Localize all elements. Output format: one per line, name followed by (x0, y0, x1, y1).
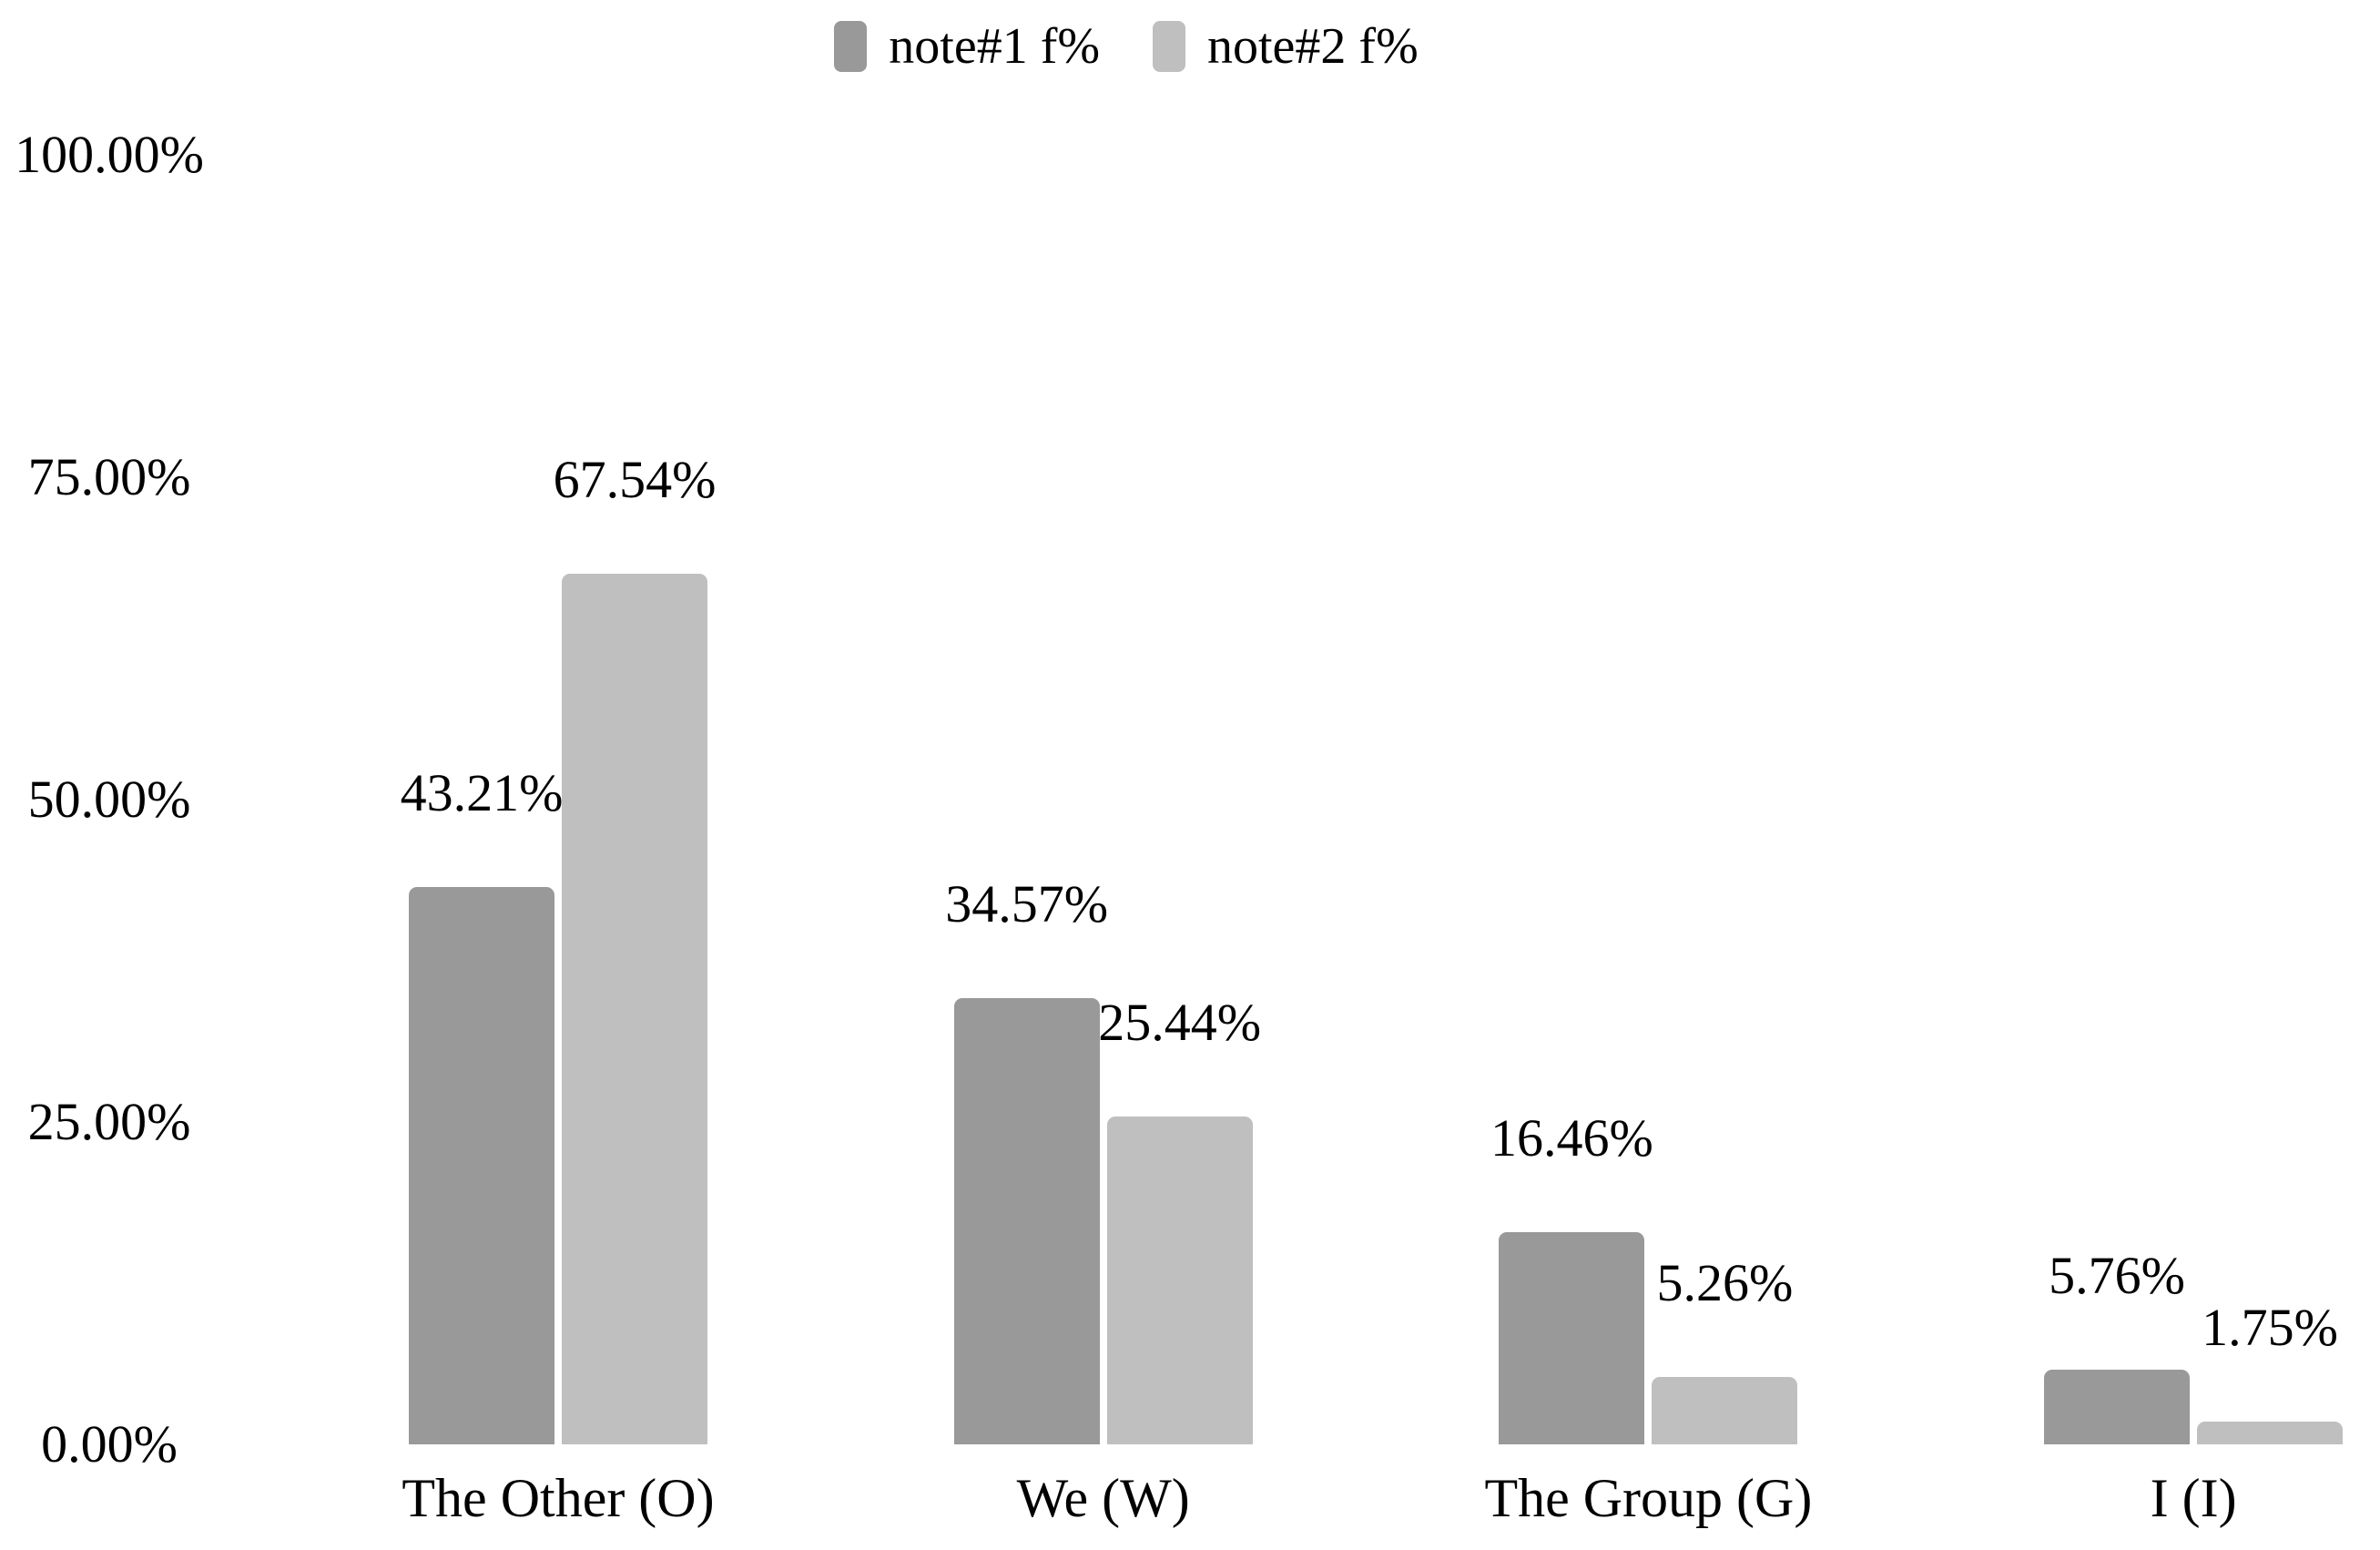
x-category-label: The Group (G) (1484, 1468, 1813, 1528)
bar-series1 (2044, 1370, 2191, 1444)
legend-label-note1: note#1 f% (889, 18, 1100, 75)
y-tick-label: 100.00% (15, 125, 204, 184)
legend-item-note1: note#1 f% (834, 15, 1100, 78)
bar-series2 (2197, 1422, 2344, 1444)
bar-value-label: 43.21% (400, 763, 564, 823)
legend-item-note2: note#2 f% (1153, 15, 1419, 78)
bar-value-label: 25.44% (1098, 992, 1262, 1052)
bar-series2 (562, 573, 707, 1444)
legend-swatch-note1-icon (834, 21, 868, 72)
bar-series1 (953, 998, 1100, 1444)
bar-value-label: 5.26% (1656, 1252, 1794, 1312)
bar-series1 (409, 887, 554, 1444)
bar-series1 (1499, 1231, 1645, 1444)
y-tick-label: 0.00% (41, 1414, 178, 1474)
y-tick-label: 25.00% (27, 1092, 191, 1151)
bar-value-label: 5.76% (2049, 1246, 2185, 1306)
bar-series2 (1652, 1376, 1798, 1444)
y-tick-label: 50.00% (27, 770, 191, 829)
legend-label-note2: note#2 f% (1207, 18, 1419, 75)
bar-value-label: 1.75% (2202, 1298, 2338, 1358)
legend: note#1 f% note#2 f% (0, 7, 2316, 86)
y-tick-label: 75.00% (27, 447, 191, 506)
legend-swatch-note2-icon (1153, 21, 1185, 72)
bar-value-label: 16.46% (1490, 1107, 1653, 1168)
x-category-label: I (I) (2150, 1468, 2237, 1528)
bar-series2 (1106, 1116, 1253, 1444)
bar-value-label: 67.54% (553, 449, 717, 509)
bar-value-label: 34.57% (945, 874, 1109, 934)
x-category-label: We (W) (1016, 1468, 1190, 1528)
x-category-label: The Other (O) (402, 1468, 715, 1528)
